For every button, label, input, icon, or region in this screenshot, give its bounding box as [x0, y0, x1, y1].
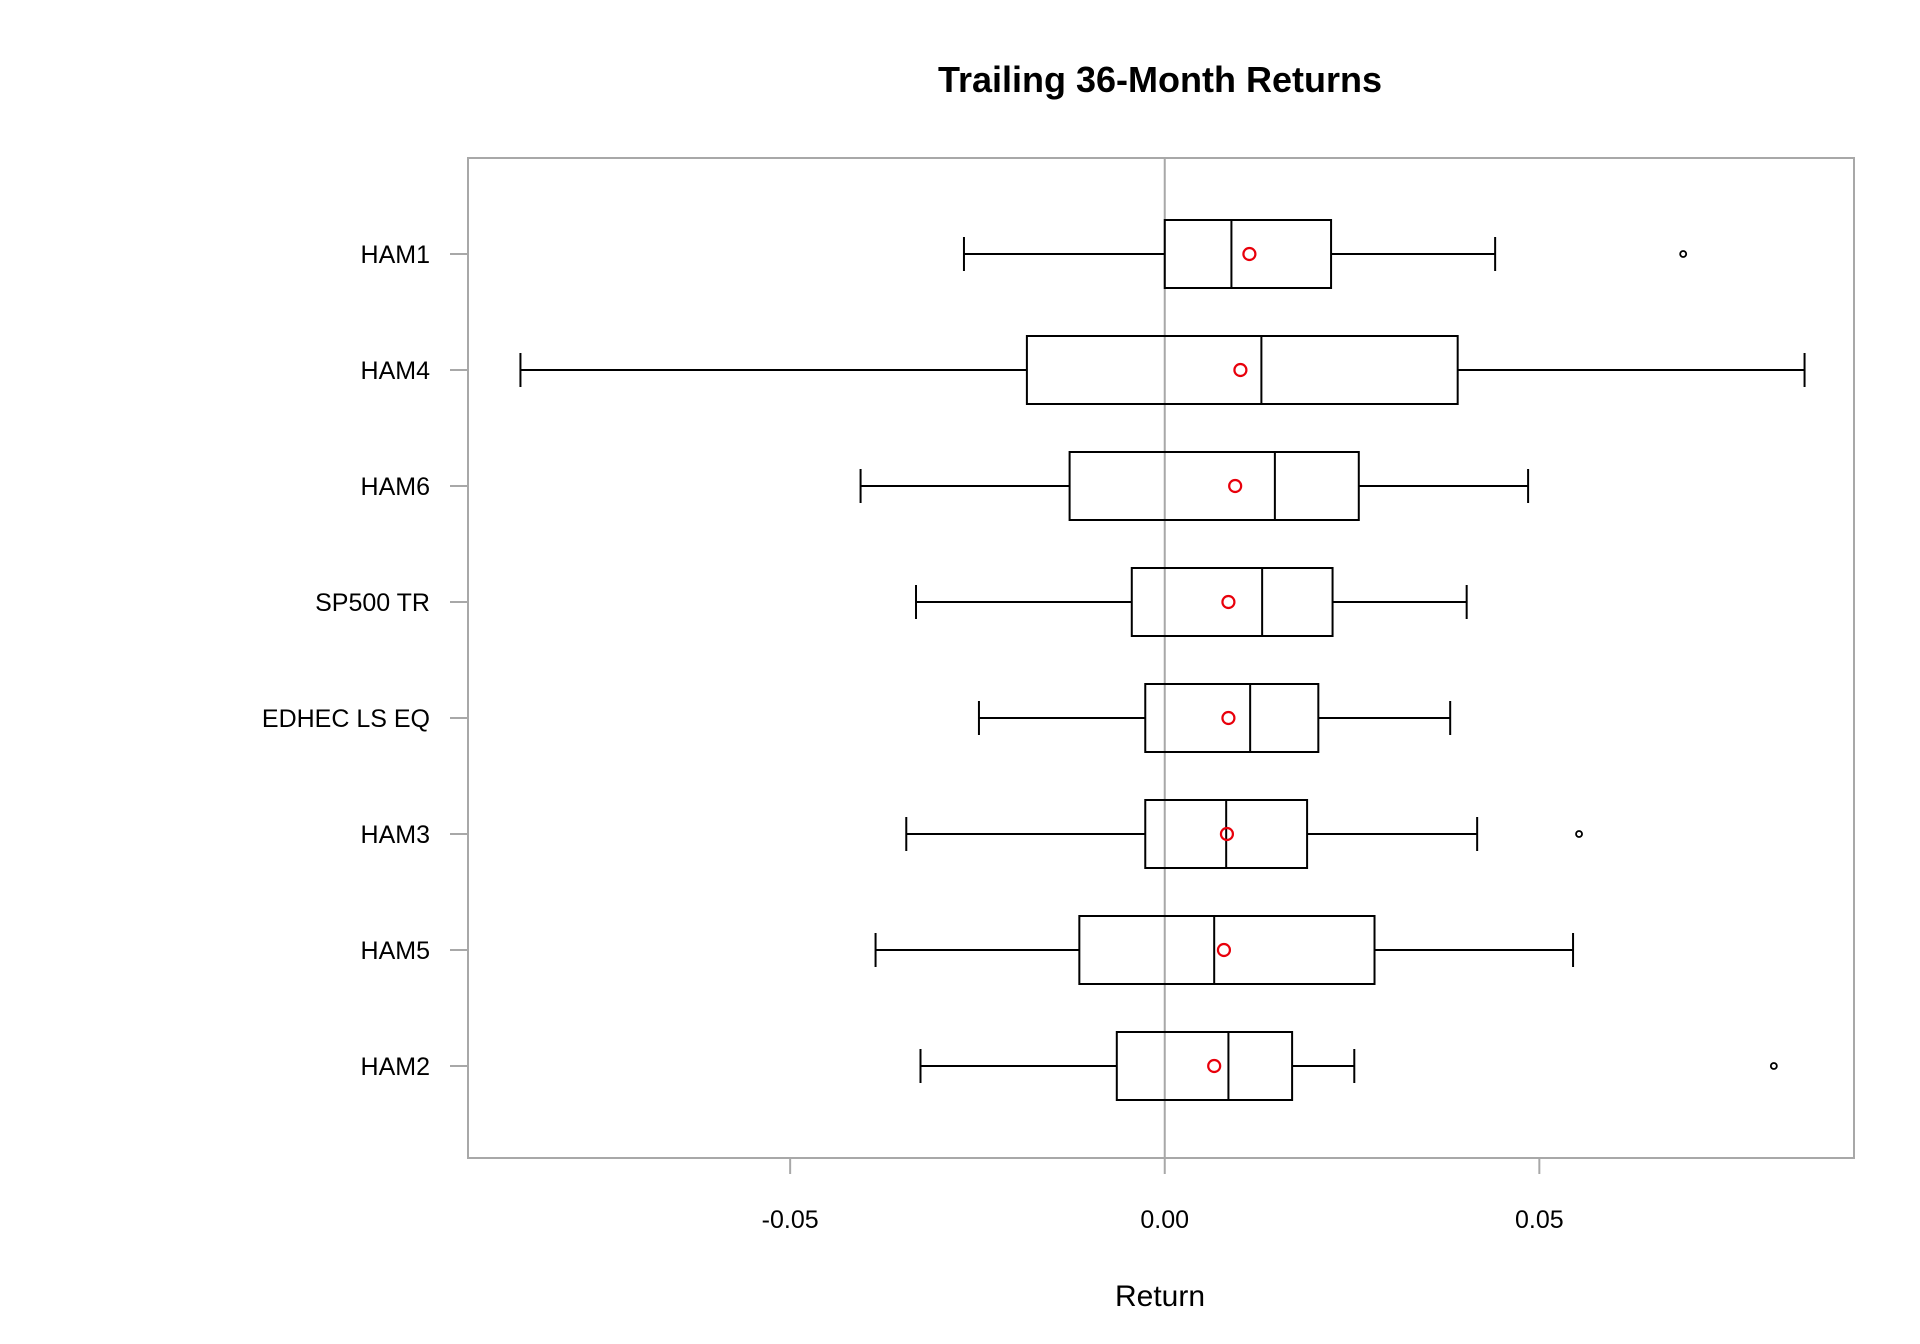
iqr-box [1144, 683, 1320, 753]
mean-marker [1242, 246, 1257, 262]
iqr-box [1068, 451, 1360, 521]
x-tick-label: -0.05 [762, 1206, 819, 1234]
x-tick-label: 0.05 [1515, 1206, 1564, 1234]
x-tick-label: 0.00 [1140, 1206, 1189, 1234]
iqr-box [1078, 915, 1376, 985]
box-ham2 [919, 1031, 1778, 1101]
box-sp500-tr [915, 567, 1468, 637]
box-ham3 [905, 799, 1583, 869]
iqr-box [1025, 335, 1459, 405]
x-axis-label: Return [1115, 1280, 1205, 1313]
box-ham4 [519, 335, 1806, 405]
box-ham1 [962, 219, 1688, 289]
mean-marker [1233, 362, 1248, 378]
iqr-box [1115, 1031, 1294, 1101]
box-edhec-ls-eq [977, 683, 1452, 753]
y-axis: HAM1 HAM4 HAM6 SP500 TR EDHEC LS EQ HAM3 HAM5 H… [262, 241, 468, 1081]
mean-marker [1219, 826, 1235, 842]
mean-marker [1221, 710, 1236, 726]
chart-title: Trailing 36-Month Returns [938, 59, 1382, 100]
box-ham5 [874, 915, 1575, 985]
y-tick-label: HAM3 [361, 821, 430, 849]
y-tick-label: EDHEC LS EQ [262, 705, 430, 733]
y-tick-label: HAM6 [361, 473, 430, 501]
y-tick-label: HAM2 [361, 1053, 430, 1081]
plot-frame [467, 157, 1855, 1159]
mean-marker [1221, 594, 1236, 610]
mean-marker [1207, 1058, 1222, 1074]
iqr-box [1163, 219, 1333, 289]
iqr-box [1130, 567, 1334, 637]
mean-marker [1228, 478, 1243, 494]
y-tick-label: SP500 TR [315, 589, 430, 617]
mean-marker [1216, 942, 1232, 958]
outlier-point [1575, 830, 1583, 838]
y-tick-label: HAM4 [361, 357, 431, 385]
x-axis: -0.05 0.00 0.05 [762, 1158, 1564, 1234]
outlier-point [1679, 250, 1688, 258]
y-tick-label: HAM1 [361, 241, 430, 269]
boxes-group [519, 219, 1806, 1101]
box-ham6 [859, 451, 1530, 521]
y-tick-label: HAM5 [361, 937, 430, 965]
outlier-point [1769, 1062, 1778, 1070]
